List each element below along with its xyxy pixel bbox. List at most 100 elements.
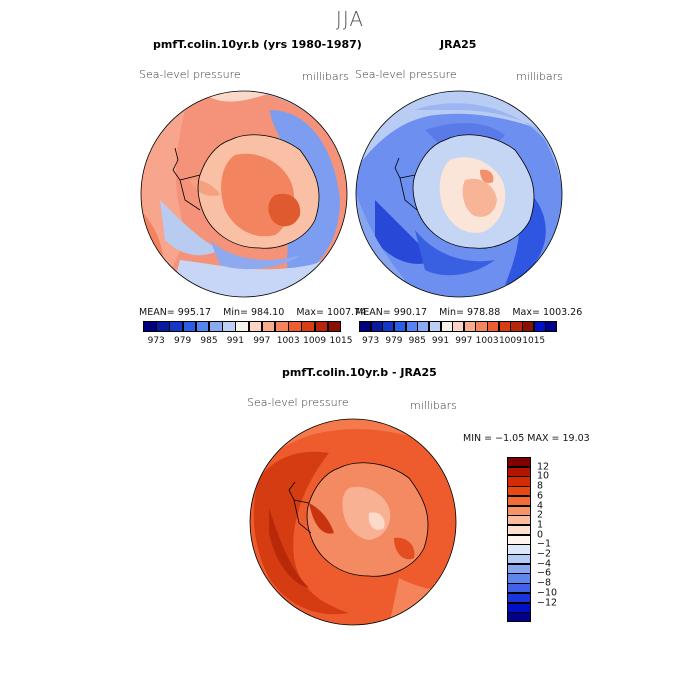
panel3-colorbar-cell	[507, 515, 531, 526]
panel1-min-label: Min=	[223, 307, 248, 318]
panel3-stats: MIN = −1.05 MAX = 19.03	[463, 433, 590, 444]
panel3-colorbar-tick-label: 6	[537, 490, 544, 502]
panel3-colorbar-tick-label: 1	[537, 519, 544, 531]
panel1-colorbar-tick-label: 1009	[303, 336, 327, 346]
panel3-units: millibars	[410, 399, 457, 412]
panel2-colorbar-tick-label: 979	[385, 336, 403, 346]
panel3-colorbar-tick-label: −4	[537, 558, 552, 570]
panel1-max-value: 1007.74	[326, 307, 367, 318]
panel1-colorbar-cell	[182, 321, 197, 332]
panel2-min-label: Min=	[439, 307, 464, 318]
panel2-colorbar-cell	[417, 321, 430, 332]
panel1-colorbar-tick-label: 1003	[276, 336, 300, 346]
panel2-max-value: 1003.26	[542, 307, 583, 318]
panel3-min-label: MIN =	[463, 433, 493, 444]
panel2-colorbar-cell	[359, 321, 372, 332]
panel2-colorbar-cell	[522, 321, 535, 332]
panel3-colorbar-tick-label: 2	[537, 509, 544, 521]
panel2-colorbar-tick-label: 1009	[498, 336, 522, 346]
panel3-colorbar-cell	[507, 505, 531, 516]
panel1-colorbar-cell	[301, 321, 316, 332]
panel2-colorbar-tick-label: 1015	[522, 336, 546, 346]
panel1-colorbar-cell	[222, 321, 236, 332]
panel3-colorbar-cell	[507, 573, 531, 584]
panel3-colorbar-cell	[507, 583, 531, 594]
panel3-min-value: −1.05	[495, 433, 525, 444]
panel3-colorbar-tick-label: 8	[537, 480, 544, 492]
panel2-mean-value: 990.17	[393, 307, 428, 318]
panel1-colorbar-ticks: 973 979 985 991 997 1003 1009 1015	[143, 336, 353, 348]
panel2-colorbar-tick-label: 973	[362, 336, 380, 346]
panel1-colorbar-cell	[275, 321, 289, 332]
panel2-colorbar-cell	[475, 321, 488, 332]
panel2-colorbar-tick-label: 997	[455, 336, 473, 346]
panel3-colorbar-cell	[507, 524, 531, 536]
panel3-colorbar-tick-label: −1	[537, 538, 552, 550]
page-title: JJA	[335, 7, 365, 31]
panel2-colorbar-tick-label: 985	[408, 336, 426, 346]
panel1-antarctica-outline	[172, 134, 320, 249]
panel1-colorbar-tick-label: 1015	[329, 336, 353, 346]
panel3-colorbar-cell	[507, 534, 531, 545]
panel3-variable: Sea-level pressure	[247, 396, 349, 409]
panel2-units: millibars	[516, 70, 563, 83]
panel2-min-value: 978.88	[467, 307, 501, 318]
panel3-colorbar-tick-label: −6	[537, 567, 552, 579]
panel2-colorbar-cell	[545, 321, 558, 332]
panel1-colorbar-cell	[195, 321, 210, 332]
panel3-colorbar-cell	[507, 457, 531, 468]
panel3-colorbar-cell	[507, 592, 531, 604]
panel1-colorbar-tick-label: 973	[147, 336, 165, 346]
panel2-colorbar-cell	[370, 321, 383, 332]
panel3-colorbar-cell	[507, 466, 531, 477]
panel3-colorbar-cell	[507, 544, 531, 555]
panel3-colorbar-tick-label: −2	[537, 548, 552, 560]
panel2-title: JRA25	[440, 38, 477, 51]
panel1-mean-value: 995.17	[177, 307, 212, 318]
panel1-colorbar-cell	[261, 321, 276, 332]
panel3-colorbar: 12 10 8 6 4 2 1 0 −1 −2 −4 −6 −8 −10 −12	[507, 457, 587, 623]
panel3-max-label: MAX =	[527, 433, 560, 444]
panel2-colorbar-ticks: 973 979 985 991 997 1003 1009 1015	[359, 336, 557, 348]
panel1-mean-label: MEAN=	[139, 307, 175, 318]
panel1-colorbar	[143, 321, 342, 332]
panel3-colorbar-cell	[507, 476, 531, 487]
panel2-colorbar-cell	[510, 321, 523, 332]
panel1-colorbar-tick-label: 979	[174, 336, 192, 346]
panel3-colorbar-cell	[507, 486, 531, 497]
panel1-colorbar-cell	[156, 321, 170, 332]
panel1-units: millibars	[302, 70, 349, 83]
panel2-colorbar-cell	[405, 321, 418, 332]
panel3-colorbar-tick-label: 0	[537, 529, 544, 541]
panel1-colorbar-cell	[288, 321, 302, 332]
panel3-map	[249, 418, 457, 626]
panel1-colorbar-cell	[248, 321, 263, 332]
panel3-colorbar-tick-label: −10	[537, 587, 558, 599]
panel2-colorbar-cell	[487, 321, 500, 332]
panel1-min-value: 984.10	[251, 307, 285, 318]
panel2-colorbar-tick-label: 1003	[475, 336, 499, 346]
panel2-variable: Sea-level pressure	[355, 68, 457, 81]
panel1-variable: Sea-level pressure	[139, 68, 241, 81]
panel3-colorbar-cell	[507, 602, 531, 613]
panel1-max-label: Max=	[296, 307, 324, 318]
panel2-max-label: Max=	[512, 307, 540, 318]
panel1-colorbar-tick-label: 985	[200, 336, 218, 346]
panel2-antarctica-outline	[394, 134, 535, 249]
panel3-colorbar-tick-label: 12	[537, 461, 550, 473]
panel2-mean-label: MEAN=	[355, 307, 391, 318]
panel3-colorbar-cell	[507, 495, 531, 507]
panel1-colorbar-cell	[314, 321, 329, 332]
panel1-map	[140, 90, 348, 298]
panel2-colorbar-cell	[498, 321, 511, 332]
panel1-colorbar-cell	[235, 321, 250, 332]
panel1-stats: MEAN= 995.17 Min= 984.10 Max= 1007.74	[139, 307, 366, 318]
panel1-colorbar-cell	[143, 321, 157, 332]
panel1-colorbar-tick-label: 991	[226, 336, 244, 346]
panel2-map	[355, 90, 563, 298]
panel1-colorbar-cell	[169, 321, 184, 332]
panel2-stats: MEAN= 990.17 Min= 978.88 Max= 1003.26	[355, 307, 582, 318]
panel3-max-value: 19.03	[562, 433, 590, 444]
panel3-colorbar-cell	[507, 554, 531, 565]
panel2-colorbar	[359, 321, 558, 332]
